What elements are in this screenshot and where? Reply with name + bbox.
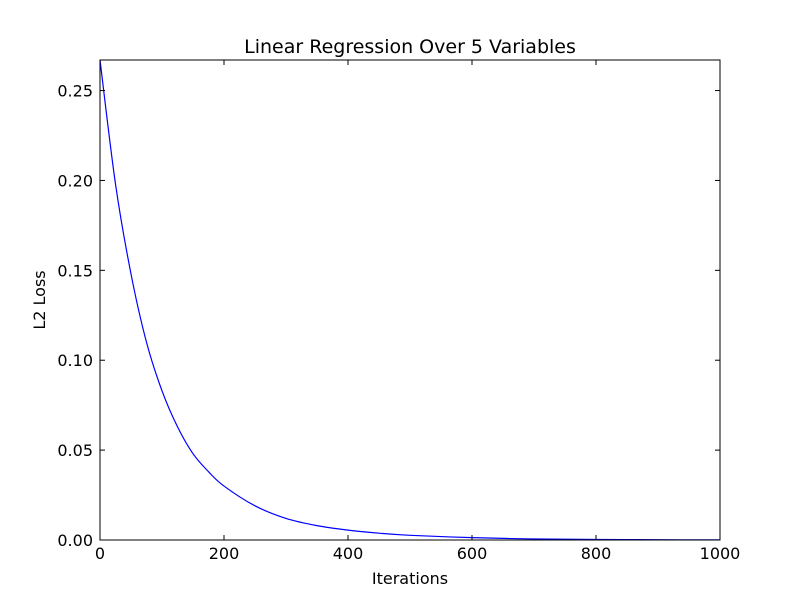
y-tick-label: 0.10 — [57, 351, 93, 370]
x-tick-label: 800 — [581, 544, 612, 563]
x-tick-label: 1000 — [700, 544, 741, 563]
axes-border — [99, 59, 721, 541]
loss-series-line — [99, 59, 721, 541]
y-axis: 0.00 0.05 0.10 0.15 0.20 0.25 — [57, 82, 720, 550]
y-tick-label: 0.05 — [57, 441, 93, 460]
x-tick-label: 200 — [209, 544, 240, 563]
x-tick-label: 0 — [95, 544, 105, 563]
x-tick-label: 600 — [457, 544, 488, 563]
plot-area — [99, 59, 721, 541]
x-tick-label: 400 — [333, 544, 364, 563]
x-axis-label: Iterations — [372, 569, 448, 588]
chart-title: Linear Regression Over 5 Variables — [244, 36, 576, 58]
y-tick-label: 0.00 — [57, 531, 93, 550]
y-tick-label: 0.25 — [57, 82, 93, 101]
series-layer — [99, 59, 721, 541]
y-axis-label: L2 Loss — [30, 270, 49, 329]
plot-frame — [100, 60, 720, 540]
y-tick-label: 0.15 — [57, 261, 93, 280]
x-axis: 0 200 400 600 800 1000 — [95, 60, 740, 563]
y-tick-label: 0.20 — [57, 171, 93, 190]
